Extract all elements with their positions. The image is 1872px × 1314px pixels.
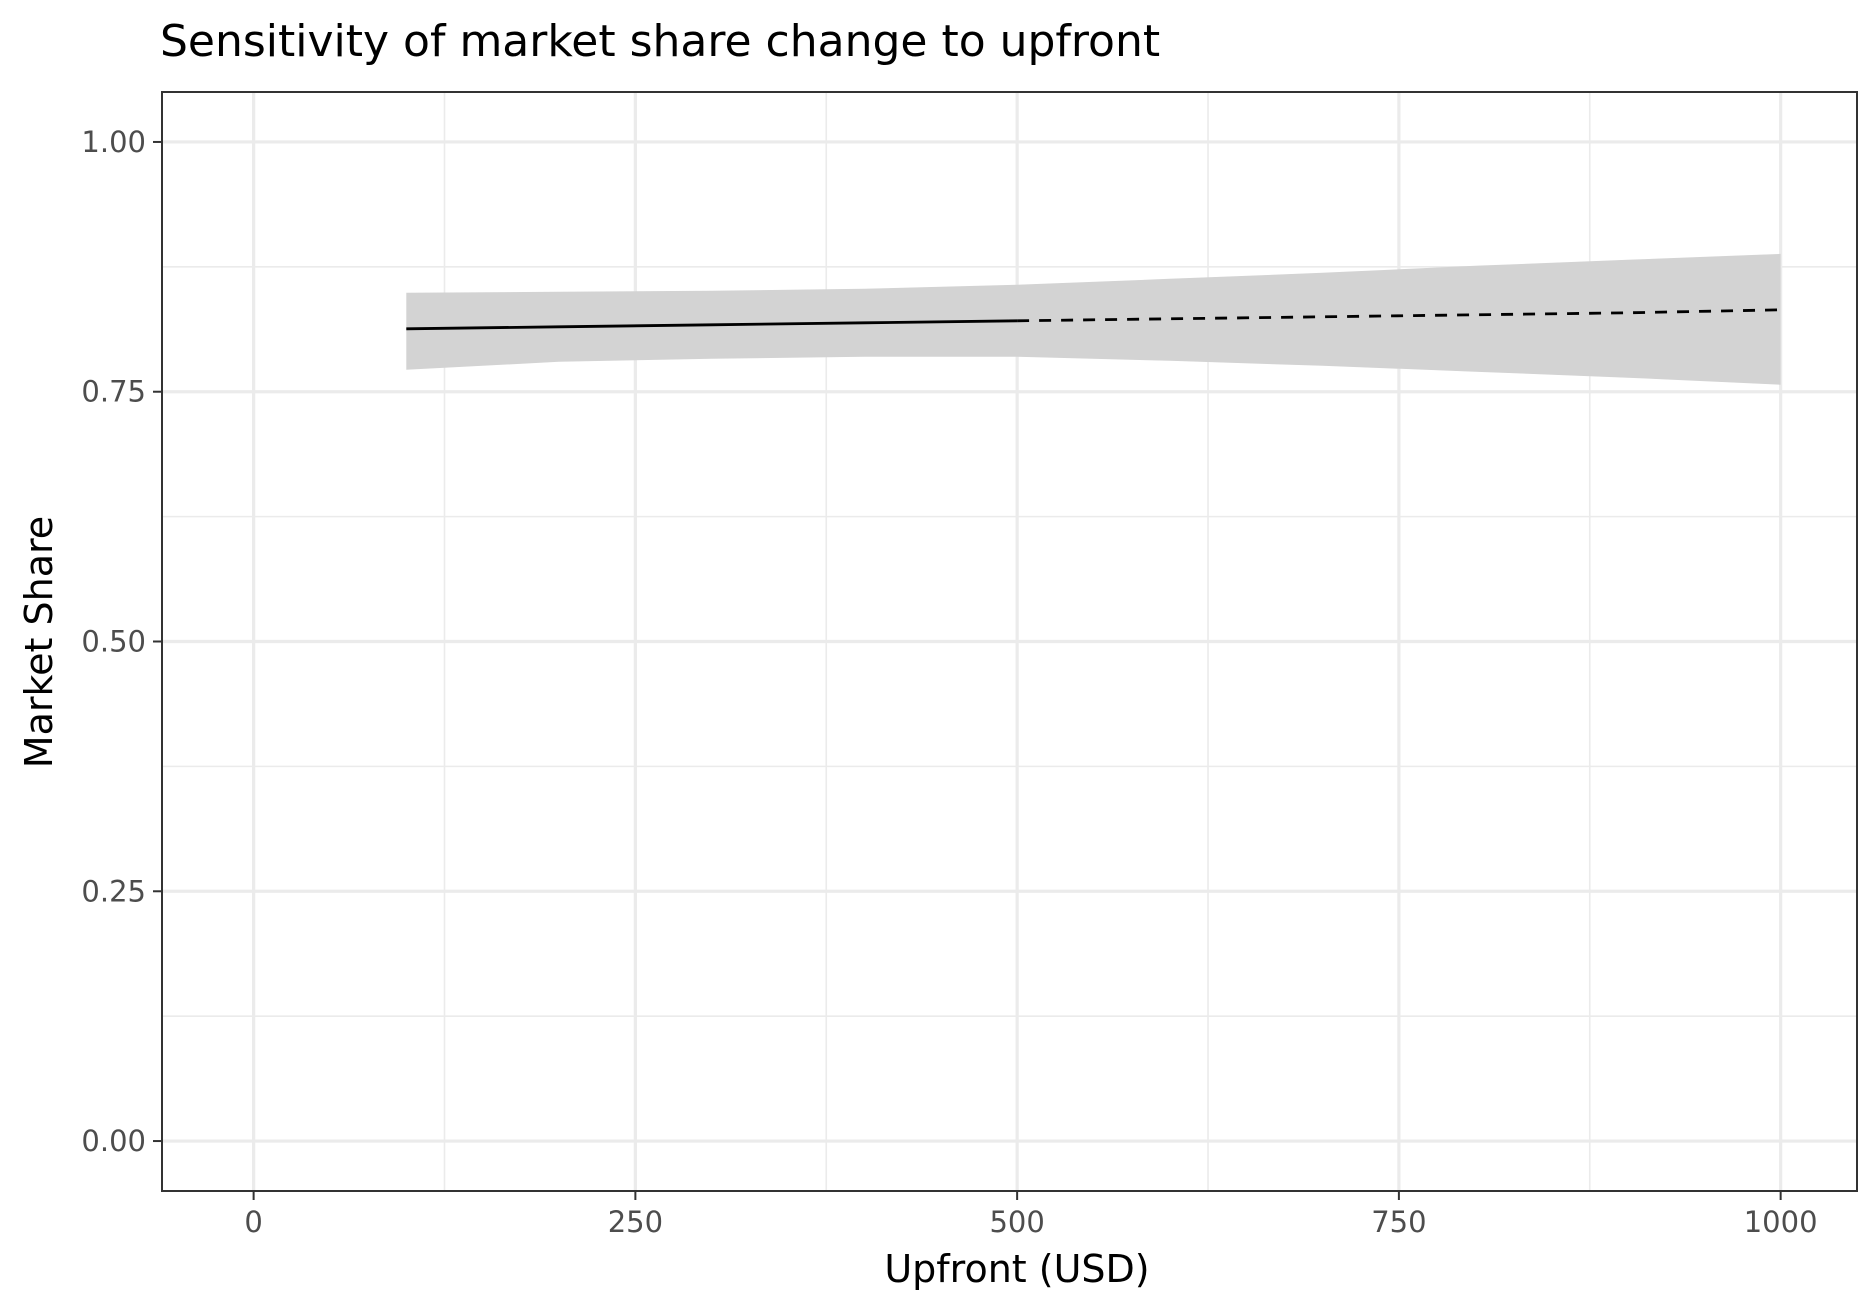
x-tick-label: 1000 bbox=[1744, 1205, 1818, 1239]
series-line-solid bbox=[406, 319, 1018, 331]
x-tick-label: 0 bbox=[244, 1205, 262, 1239]
y-tick-label: 0.25 bbox=[81, 874, 146, 908]
series-line-dashed bbox=[1017, 308, 1781, 323]
y-tick-label: 0.75 bbox=[81, 375, 146, 409]
y-tick-label: 0.50 bbox=[81, 625, 146, 659]
x-tick-label: 500 bbox=[989, 1205, 1044, 1239]
y-tick-label: 1.00 bbox=[81, 125, 146, 159]
y-tick-label: 0.00 bbox=[81, 1124, 146, 1158]
plot-area: 0 250 500 750 1000 0.00 0.25 0.50 0.75 1.00 bbox=[81, 91, 1858, 1239]
chart-title: Sensitivity of market share change to up… bbox=[160, 16, 1160, 67]
x-tick-label: 250 bbox=[608, 1205, 663, 1239]
y-axis-title: Market Share bbox=[17, 516, 61, 768]
x-axis-title: Upfront (USD) bbox=[884, 1247, 1149, 1291]
x-tick-label: 750 bbox=[1371, 1205, 1426, 1239]
